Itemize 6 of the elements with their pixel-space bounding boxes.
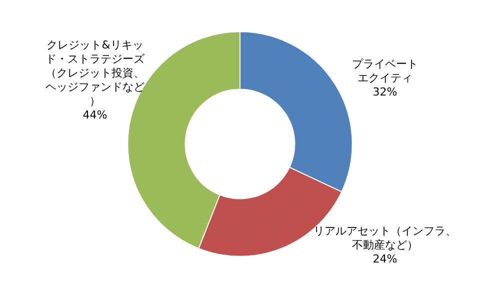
- data-label: 24%: [372, 252, 398, 266]
- slice-label: クレジット&リキッド・ストラテジーズ（クレジット投資、ヘッジファンドなど）: [46, 38, 146, 108]
- slice-label: プライベートエクイティ: [352, 58, 418, 84]
- slice-label: リアルアセット（インフラ、不動産など）: [314, 224, 456, 252]
- data-label: 44%: [82, 108, 108, 122]
- data-label: 32%: [372, 86, 398, 98]
